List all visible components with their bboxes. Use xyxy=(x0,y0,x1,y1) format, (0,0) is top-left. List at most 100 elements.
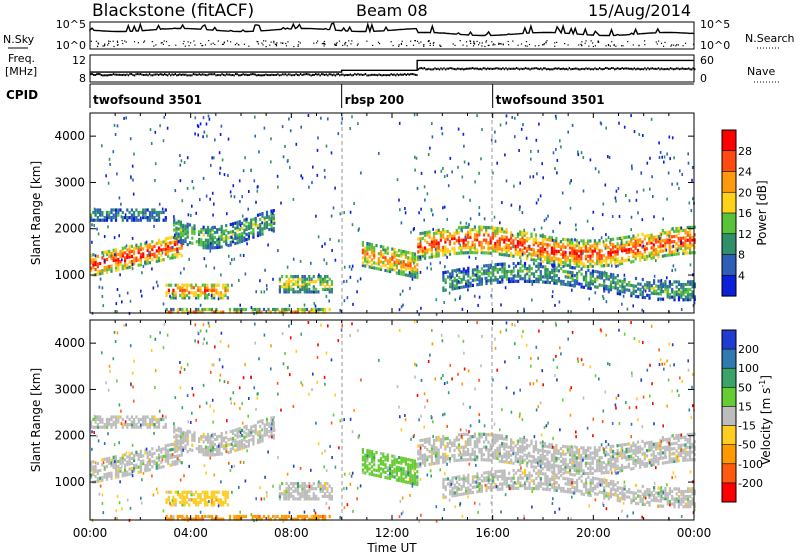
frequency-series xyxy=(90,59,694,73)
power-cell xyxy=(621,285,624,289)
power-speckle xyxy=(642,134,644,137)
power-cell xyxy=(639,282,642,286)
power-speckle xyxy=(220,124,223,128)
power-speckle xyxy=(93,207,96,211)
velocity-cell xyxy=(437,448,440,452)
power-cell xyxy=(526,267,529,271)
power-speckle xyxy=(233,257,236,261)
nave-point xyxy=(158,73,160,76)
nsearch-point xyxy=(379,43,381,45)
power-speckle xyxy=(159,124,161,128)
power-cell xyxy=(582,285,585,289)
velocity-cell xyxy=(142,459,145,463)
power-speckle xyxy=(418,312,420,316)
velocity-cell xyxy=(124,463,127,467)
velocity-cell xyxy=(164,457,167,461)
power-cell xyxy=(185,307,189,312)
nave-point xyxy=(476,67,478,70)
power-cell xyxy=(428,243,431,247)
velocity-cell xyxy=(184,444,187,448)
velocity-cell xyxy=(417,449,420,453)
nave-point xyxy=(521,68,524,71)
power-cell xyxy=(489,236,492,240)
nave-point xyxy=(636,67,638,70)
power-cell xyxy=(684,241,687,245)
power-speckle xyxy=(478,206,481,210)
noise-traces xyxy=(89,22,695,48)
power-cell xyxy=(119,252,122,256)
velocity-cell xyxy=(301,492,304,496)
nave-point xyxy=(224,74,226,77)
nsearch-point xyxy=(580,43,582,45)
velocity-cell xyxy=(114,423,118,427)
power-cell xyxy=(419,247,422,251)
power-cell xyxy=(478,225,481,229)
power-cell xyxy=(317,307,320,312)
power-cell xyxy=(480,251,483,255)
nave-point xyxy=(582,67,584,70)
nave-point xyxy=(351,74,353,77)
power-cell xyxy=(112,208,115,212)
nsearch-point xyxy=(204,44,207,46)
velocity-cell xyxy=(144,451,147,455)
power-speckle xyxy=(253,232,255,236)
power-cell xyxy=(112,216,115,220)
velocity-cell xyxy=(155,466,158,470)
power-cell xyxy=(197,288,200,292)
nave-point xyxy=(253,73,255,76)
power-cell xyxy=(265,213,269,217)
power-cell xyxy=(489,281,493,285)
velocity-cell xyxy=(155,425,158,429)
power-cell xyxy=(534,235,538,240)
velocity-cell xyxy=(268,422,271,426)
power-cell xyxy=(516,240,519,244)
velocity-cell xyxy=(130,451,133,455)
power-cell xyxy=(526,269,529,273)
power-cell xyxy=(673,298,676,302)
power-speckle xyxy=(461,175,464,179)
velocity-cell xyxy=(366,464,369,468)
power-speckle xyxy=(113,123,116,127)
nave-point xyxy=(585,67,587,70)
nave-point xyxy=(349,73,352,76)
power-cell xyxy=(90,218,93,222)
power-speckle xyxy=(169,294,171,298)
power-speckle xyxy=(325,294,328,298)
power-speckle xyxy=(435,298,438,302)
power-cell xyxy=(566,273,570,277)
nave-point xyxy=(672,68,675,71)
power-cell xyxy=(616,281,619,285)
velocity-cell xyxy=(444,452,447,456)
velocity-cell xyxy=(126,423,129,427)
power-cell xyxy=(526,279,529,283)
velocity-cell xyxy=(238,447,241,451)
power-cell xyxy=(605,274,608,278)
power-cell xyxy=(160,240,163,244)
velocity-cell xyxy=(151,447,154,451)
power-cell xyxy=(233,310,236,314)
power-cell xyxy=(178,252,181,256)
power-cell xyxy=(172,310,175,314)
power-cell xyxy=(491,231,495,235)
power-cell xyxy=(603,286,606,291)
power-cell xyxy=(684,251,687,255)
power-speckle xyxy=(154,162,157,166)
power-cell xyxy=(623,248,626,252)
nsearch-point xyxy=(348,40,350,42)
velocity-cell xyxy=(259,437,262,441)
power-cell xyxy=(691,282,694,286)
power-cell xyxy=(467,230,470,234)
power-cell xyxy=(494,244,497,248)
power-cell xyxy=(173,220,176,224)
power-cell xyxy=(199,286,202,290)
power-cell xyxy=(575,256,578,261)
nave-point xyxy=(154,73,157,76)
power-cell xyxy=(236,233,239,237)
power-cell xyxy=(453,276,456,280)
power-cell xyxy=(413,267,417,271)
power-cell xyxy=(498,237,501,241)
power-speckle xyxy=(334,186,336,190)
nsearch-point xyxy=(588,45,590,47)
power-cell xyxy=(587,281,590,285)
velocity-cell xyxy=(292,484,295,488)
